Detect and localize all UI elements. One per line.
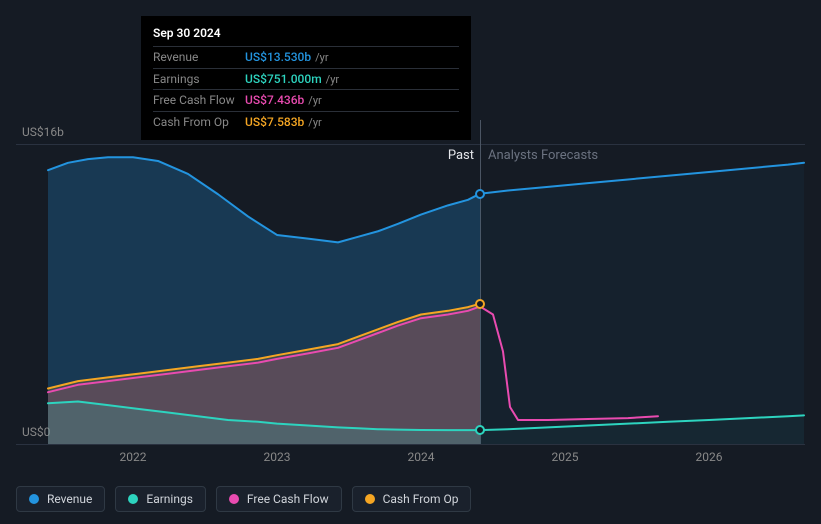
tooltip-row: EarningsUS$751.000m/yr bbox=[153, 68, 459, 90]
legend-dot-icon bbox=[229, 494, 239, 504]
tooltip-row-label: Revenue bbox=[153, 48, 245, 66]
tooltip-row-value: US$751.000m bbox=[245, 70, 322, 88]
legend-item[interactable]: Earnings bbox=[115, 486, 206, 512]
tooltip-row-label: Free Cash Flow bbox=[153, 91, 245, 109]
tooltip-row-value: US$13.530b bbox=[245, 48, 311, 66]
legend-label: Earnings bbox=[146, 492, 193, 506]
x-axis-label: 2026 bbox=[696, 450, 723, 464]
tooltip-row-label: Earnings bbox=[153, 70, 245, 88]
x-axis-label: 2023 bbox=[264, 450, 291, 464]
legend-item[interactable]: Revenue bbox=[16, 486, 105, 512]
legend-label: Free Cash Flow bbox=[247, 492, 329, 506]
x-axis-label: 2024 bbox=[408, 450, 435, 464]
tooltip-row-value: US$7.436b bbox=[245, 91, 304, 109]
gridline-top bbox=[16, 144, 805, 145]
tooltip-row: Cash From OpUS$7.583b/yr bbox=[153, 111, 459, 133]
tooltip-row-unit: /yr bbox=[308, 93, 321, 110]
chart-legend: Revenue Earnings Free Cash Flow Cash From O… bbox=[16, 486, 471, 512]
tooltip-row-unit: /yr bbox=[326, 72, 339, 89]
gridline-bottom bbox=[16, 444, 805, 445]
tooltip-row-label: Cash From Op bbox=[153, 113, 245, 131]
tooltip-row-unit: /yr bbox=[315, 50, 328, 67]
legend-item[interactable]: Free Cash Flow bbox=[216, 486, 342, 512]
y-axis-max-label: US$16b bbox=[22, 125, 64, 139]
x-axis-label: 2022 bbox=[120, 450, 147, 464]
tooltip-row: RevenueUS$13.530b/yr bbox=[153, 46, 459, 68]
x-axis-label: 2025 bbox=[552, 450, 579, 464]
financial-chart: US$16b US$0 Past Analysts Forecasts Sep … bbox=[0, 0, 821, 524]
tooltip-row: Free Cash FlowUS$7.436b/yr bbox=[153, 89, 459, 111]
chart-marker bbox=[475, 299, 485, 309]
legend-dot-icon bbox=[29, 494, 39, 504]
chart-marker bbox=[475, 425, 485, 435]
legend-dot-icon bbox=[365, 494, 375, 504]
chart-marker bbox=[475, 189, 485, 199]
y-axis-min-label: US$0 bbox=[22, 425, 50, 439]
legend-label: Cash From Op bbox=[383, 492, 459, 506]
legend-label: Revenue bbox=[47, 492, 92, 506]
plot-area[interactable] bbox=[48, 148, 804, 444]
legend-item[interactable]: Cash From Op bbox=[352, 486, 472, 512]
chart-tooltip: Sep 30 2024 RevenueUS$13.530b/yrEarnings… bbox=[141, 16, 471, 140]
legend-dot-icon bbox=[128, 494, 138, 504]
tooltip-date: Sep 30 2024 bbox=[153, 24, 459, 42]
tooltip-row-unit: /yr bbox=[308, 115, 321, 132]
tooltip-row-value: US$7.583b bbox=[245, 113, 304, 131]
